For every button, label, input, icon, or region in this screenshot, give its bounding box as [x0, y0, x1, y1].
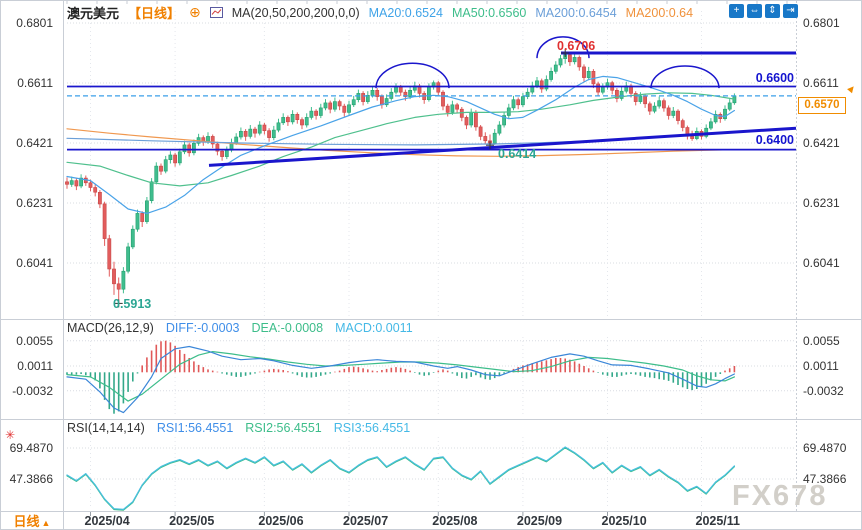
add-indicator-icon[interactable]: ⊕: [189, 4, 201, 20]
x-axis-label: 2025/09: [516, 514, 563, 528]
time-axis: 2025/04 2025/05 2025/06 2025/07 2025/08 2025/…: [1, 513, 861, 529]
rsi-title: RSI(14,14,14): [67, 421, 145, 435]
pan-icon[interactable]: +: [729, 4, 744, 18]
x-axis-label: 2025/08: [432, 514, 478, 528]
axis-tick-label: 0.6041: [16, 255, 53, 270]
vertical-zoom-icon[interactable]: ⇕: [765, 4, 780, 18]
period-selector[interactable]: 日线 ▲: [1, 512, 64, 529]
triangle-up-icon: ▲: [41, 518, 51, 528]
symbol-title: 澳元美元: [67, 6, 120, 21]
rsi2-value: RSI2:56.4551: [245, 421, 322, 435]
macd-dea-value: DEA:-0.0008: [251, 321, 324, 335]
chart-header: 澳元美元 【日线】 ⊕ MA(20,50,200,200,0,0) MA20:0…: [67, 3, 693, 22]
macd-header: MACD(26,12,9) DIFF:-0.0003 DEA:-0.0008 M…: [67, 321, 413, 335]
ma200b-value: MA200:0.64: [625, 5, 694, 20]
x-axis-label: 2025/04: [84, 514, 130, 528]
period-label: 日线: [13, 514, 40, 529]
x-axis-label: 2025/10: [601, 514, 647, 528]
macd-hist-value: MACD:0.0011: [335, 321, 413, 335]
resistance-level-label: 0.6600: [755, 71, 794, 85]
axis-tick-label: 0.6801: [803, 16, 840, 30]
horizontal-zoom-icon[interactable]: ⇔: [747, 4, 762, 18]
axis-tick-label: 0.6801: [16, 16, 53, 30]
rsi-header: RSI(14,14,14) RSI1:56.4551 RSI2:56.4551 …: [67, 421, 410, 435]
swing-low-label: 0.6414: [498, 147, 537, 161]
axis-tick-label: 69.4870: [9, 441, 53, 455]
swing-high-label: 0.6706: [557, 39, 596, 53]
axis-tick-label: 0.6611: [17, 75, 53, 90]
support-level-label: 0.6400: [755, 133, 794, 147]
indicator-chart-icon: [209, 7, 223, 18]
x-axis-label: 2025/11: [695, 514, 741, 528]
macd-diff-value: DIFF:-0.0003: [165, 321, 240, 335]
current-price-tag: 0.6570: [798, 97, 846, 114]
axis-tick-label: 69.4870: [803, 441, 847, 455]
ma20-value: MA20:0.6524: [368, 5, 443, 20]
rsi3-value: RSI3:56.4551: [333, 421, 411, 435]
x-axis-label: 2025/06: [258, 514, 304, 528]
axis-tick-label: 0.0011: [803, 359, 839, 373]
axis-tick-label: -0.0032: [803, 383, 844, 398]
ma-settings-label: MA(20,50,200,200,0,0): [231, 5, 360, 20]
axis-tick-label: 0.6611: [803, 75, 839, 90]
axis-tick-label: 0.6041: [803, 255, 840, 270]
crash-low-label: 0.5913: [113, 297, 152, 311]
rsi1-value: RSI1:56.4551: [156, 421, 234, 435]
axis-tick-label: 0.6231: [803, 195, 840, 210]
ma200-value: MA200:0.6454: [535, 5, 617, 20]
jump-to-latest-icon[interactable]: ⇥: [783, 4, 798, 18]
axis-tick-label: 47.3866: [9, 472, 53, 486]
axis-tick-label: -0.0032: [12, 383, 53, 398]
axis-tick-label: 0.6231: [16, 195, 53, 210]
x-axis-label: 2025/05: [169, 514, 215, 528]
macd-title: MACD(26,12,9): [67, 321, 154, 335]
watermark: FX678: [732, 480, 828, 512]
period-tag: 【日线】: [128, 6, 181, 21]
axis-tick-label: 0.0055: [16, 333, 53, 348]
axis-tick-label: 0.6421: [803, 135, 840, 150]
axis-tick-label: 0.6421: [16, 135, 53, 150]
axis-tick-label: 0.0011: [17, 359, 53, 373]
alert-sun-icon: ✳: [5, 428, 16, 442]
axis-tick-label: 47.3866: [803, 472, 847, 486]
left-price-axis: 0.6801 0.6611 0.6421 0.6231 0.6041 0.0055 0.00…: [1, 1, 57, 529]
ma50-value: MA50:0.6560: [452, 5, 527, 20]
chart-toolbar: + ⇔ ⇕ ⇥: [729, 4, 798, 18]
right-price-axis: 0.6801 0.6611 0.6421 0.6231 0.6041 0.0055 0.00…: [801, 1, 861, 529]
axis-tick-label: 0.0055: [803, 333, 840, 348]
x-axis-label: 2025/07: [343, 514, 389, 528]
